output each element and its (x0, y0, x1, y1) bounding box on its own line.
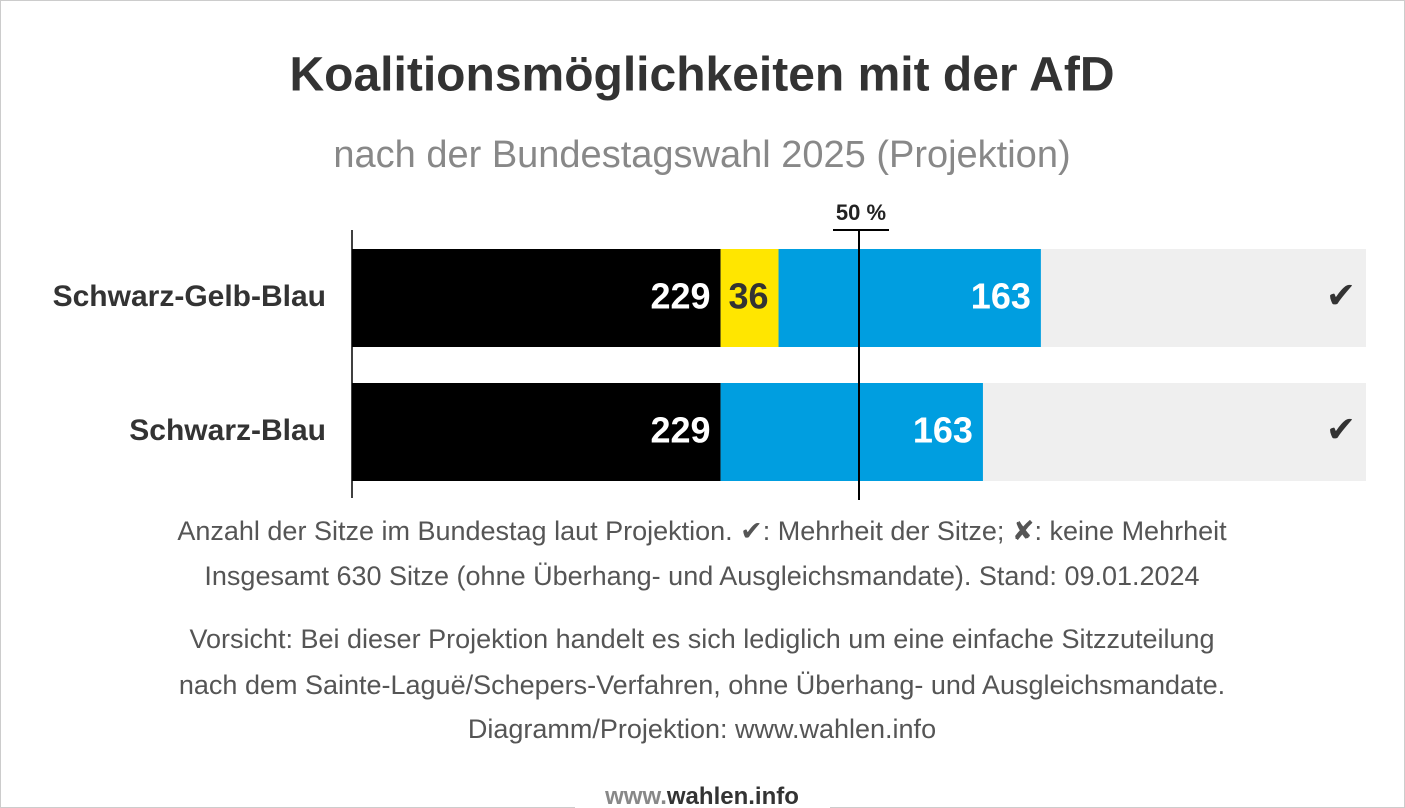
bar-segment (720, 249, 779, 347)
note-line: Anzahl der Sitze im Bundestag laut Proje… (177, 516, 1227, 546)
result-label: ✔ (1326, 275, 1356, 316)
chart-subtitle: nach der Bundestagswahl 2025 (Projektion… (333, 134, 1070, 176)
value-label: 163 (913, 410, 973, 451)
footer-brand: wahlen.info (666, 783, 799, 808)
value-label: 229 (651, 276, 711, 317)
footer: www.wahlen.info (604, 783, 799, 808)
chart-title: Koalitionsmöglichkeiten mit der AfD (290, 49, 1115, 102)
category-label: Schwarz-Blau (129, 414, 326, 447)
footer-tab (575, 784, 830, 808)
note-line: Diagramm/Projektion: www.wahlen.info (468, 714, 936, 744)
bar-segment (352, 249, 721, 347)
footer-prefix: www. (604, 783, 667, 808)
note-line: Vorsicht: Bei dieser Projektion handelt … (189, 624, 1214, 654)
majority-label: 50 % (836, 200, 886, 225)
plot: Schwarz-Gelb-Blau 229 36 163 ✔ Schwarz-Blau 22… (53, 200, 1366, 500)
value-label: 36 (728, 276, 768, 317)
value-label: 163 (971, 276, 1031, 317)
result-label: ✔ (1326, 409, 1356, 450)
bar-segment (352, 383, 721, 481)
value-label: 229 (651, 410, 711, 451)
bar-segment (778, 249, 1041, 347)
notes: Anzahl der Sitze im Bundestag laut Proje… (177, 516, 1227, 744)
note-line: nach dem Sainte-Laguë/Schepers-Verfahren… (179, 670, 1225, 700)
category-label: Schwarz-Gelb-Blau (53, 280, 326, 313)
note-line: Insgesamt 630 Sitze (ohne Überhang- und … (204, 561, 1199, 591)
bar-segment (720, 383, 983, 481)
